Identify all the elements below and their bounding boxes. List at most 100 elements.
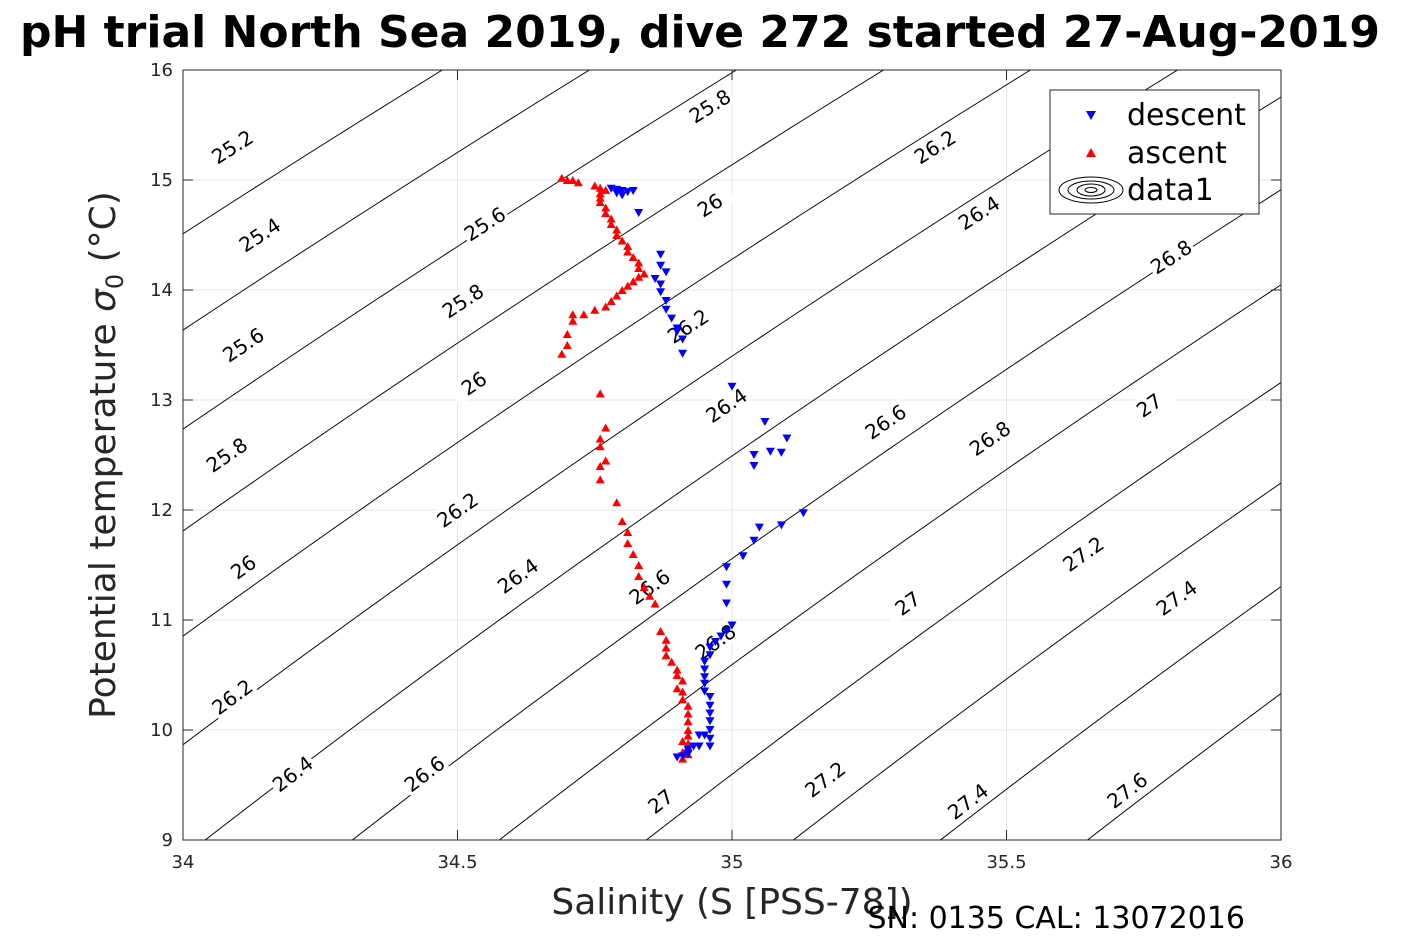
contour-line-26 [183, 70, 1031, 637]
ascent-point [606, 220, 616, 228]
ascent-point [623, 242, 633, 250]
ascent-point [612, 225, 622, 234]
ascent-series [557, 173, 693, 763]
ascent-point [628, 253, 638, 261]
descent-point [634, 209, 644, 217]
descent-point [760, 418, 770, 426]
descent-point [705, 717, 715, 726]
ascent-point [667, 657, 677, 666]
y-tick-label: 10 [150, 720, 173, 741]
contour-label-bg [683, 83, 736, 128]
contour-line-25-4 [183, 70, 590, 331]
legend-descent-marker [1086, 111, 1096, 120]
y-axis-label: Potential temperature σ0 (°C) [83, 191, 129, 719]
descent-point [661, 268, 671, 277]
ascent-point [639, 269, 649, 278]
contour-label-bg [798, 755, 851, 802]
ascent-point [590, 305, 600, 314]
descent-point [705, 734, 715, 743]
descent-point [700, 673, 710, 682]
contour-label-bg [458, 200, 511, 246]
descent-point [678, 349, 688, 358]
descent-point [700, 657, 710, 666]
contour-label-bg [952, 189, 1005, 235]
ascent-point [623, 539, 633, 547]
descent-point [749, 451, 759, 459]
ascent-point [612, 498, 622, 507]
y-tick-label: 9 [162, 830, 173, 851]
contour-label-bg [1056, 530, 1109, 577]
contour-label-bg [623, 563, 676, 610]
ascent-point [562, 341, 572, 349]
ascent-point [595, 434, 605, 443]
ascent-point [683, 731, 693, 740]
contour-label-bg [233, 211, 286, 257]
ascent-point [606, 297, 616, 305]
descent-point [694, 731, 704, 740]
y-axis-label-main: Potential temperature [83, 323, 124, 718]
ascent-point [628, 550, 638, 558]
contour-label-bg [683, 182, 736, 227]
y-axis-ticks: 9 10 11 12 13 14 15 16 [150, 60, 1281, 851]
contour-label-bg [205, 673, 258, 720]
contour-label-bg [881, 579, 934, 626]
ascent-point [601, 423, 611, 432]
ascent-point [672, 671, 682, 679]
contour-label-bg [436, 277, 489, 323]
legend-contour-icon [1058, 176, 1124, 204]
y-tick-label: 16 [150, 60, 173, 81]
descent-point [722, 580, 731, 589]
contour-label-bg [216, 321, 269, 367]
descent-point [683, 745, 693, 754]
ascent-point [590, 181, 600, 190]
contour-label-bg [266, 749, 318, 797]
ascent-point [634, 572, 644, 580]
y-tick-label: 12 [150, 500, 173, 521]
legend-box [1049, 89, 1260, 215]
descent-point [716, 632, 726, 641]
ascent-point [628, 277, 638, 286]
descent-point [617, 191, 627, 200]
ascent-point [678, 676, 688, 685]
ascent-point [595, 183, 605, 192]
contour-line-25-6 [183, 70, 737, 430]
contour-label-bg [963, 415, 1016, 461]
descent-point [628, 187, 638, 195]
contour-line-27-6 [1087, 692, 1281, 840]
contour-label-bg [205, 124, 259, 169]
contour-line-27-4 [940, 585, 1281, 840]
descent-point [612, 189, 622, 198]
descent-point [689, 742, 699, 751]
contour-label-bg [200, 431, 253, 477]
descent-point [656, 250, 666, 259]
contour-line-25-8 [183, 70, 884, 532]
descent-point [749, 462, 759, 470]
descent-point [672, 753, 682, 762]
y-axis-label-sigma: σ [83, 288, 124, 312]
descent-point [656, 280, 666, 289]
contour-label-bg [859, 398, 912, 444]
ascent-point [678, 737, 688, 745]
contour-label-bg [1144, 233, 1197, 279]
contour-line-27-2 [793, 482, 1281, 840]
y-tick-label: 11 [150, 610, 173, 631]
descent-point [661, 297, 671, 305]
x-tick-label: 36 [1270, 852, 1293, 873]
ascent-point [606, 214, 616, 223]
ascent-point [617, 236, 627, 245]
x-axis-ticks: 34 34.5 35 35.5 36 [172, 70, 1293, 873]
descent-point [650, 275, 660, 283]
ascent-point [623, 528, 633, 536]
ascent-point [678, 687, 688, 696]
contour-label-bg [661, 303, 714, 348]
ascent-point [634, 264, 644, 272]
contour-label-bg [699, 382, 752, 428]
ascent-point [617, 286, 627, 294]
ascent-point [612, 231, 622, 239]
ascent-point [683, 709, 693, 718]
descent-point [754, 523, 764, 532]
ascent-point [661, 651, 671, 660]
ascent-point [573, 178, 583, 187]
contour-label-bg [447, 360, 500, 406]
ascent-point [595, 389, 605, 398]
